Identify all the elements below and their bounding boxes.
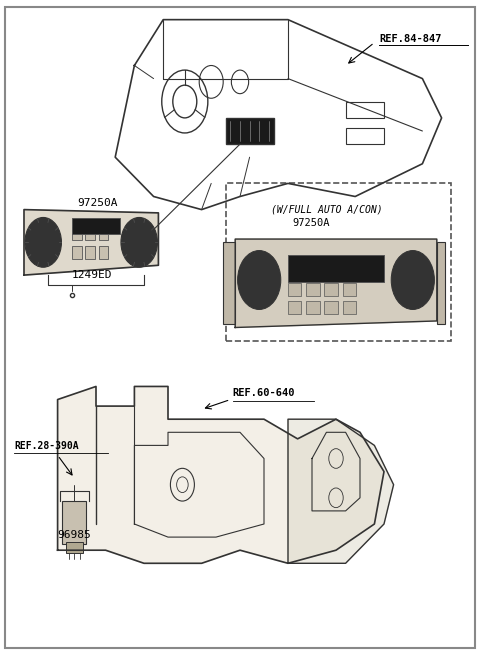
Bar [288, 283, 301, 296]
Bar [288, 301, 301, 314]
Text: 97250A: 97250A [77, 198, 117, 208]
Bar [346, 128, 384, 144]
Bar [99, 246, 108, 259]
Bar [324, 301, 338, 314]
Text: 96985: 96985 [58, 531, 91, 540]
Text: REF.28-390A: REF.28-390A [14, 441, 79, 451]
Circle shape [238, 250, 281, 310]
Bar [437, 242, 445, 324]
Circle shape [121, 217, 157, 267]
Bar [72, 218, 120, 234]
Bar [306, 301, 320, 314]
Bar [226, 183, 451, 341]
Polygon shape [58, 386, 384, 563]
Circle shape [391, 250, 434, 310]
Circle shape [34, 229, 53, 255]
Bar [85, 246, 95, 259]
Polygon shape [235, 239, 437, 328]
Polygon shape [288, 419, 394, 563]
Bar [72, 227, 82, 240]
Bar [72, 246, 82, 259]
Bar [99, 227, 108, 240]
Bar [226, 118, 274, 144]
Bar [343, 283, 356, 296]
Text: (W/FULL AUTO A/CON): (W/FULL AUTO A/CON) [271, 205, 383, 215]
Bar [66, 542, 83, 553]
Text: 97250A: 97250A [293, 218, 330, 228]
Circle shape [402, 266, 423, 295]
Bar [223, 242, 235, 324]
Text: REF.60-640: REF.60-640 [233, 388, 295, 398]
Circle shape [130, 229, 149, 255]
Text: REF.84-847: REF.84-847 [379, 34, 442, 45]
Circle shape [249, 266, 270, 295]
Bar [85, 227, 95, 240]
Polygon shape [24, 210, 158, 275]
Bar [62, 501, 86, 544]
Bar [306, 283, 320, 296]
Bar [324, 283, 338, 296]
Bar [288, 255, 384, 282]
Circle shape [25, 217, 61, 267]
Text: 1249ED: 1249ED [72, 271, 112, 280]
Bar [343, 301, 356, 314]
Bar [346, 102, 384, 118]
